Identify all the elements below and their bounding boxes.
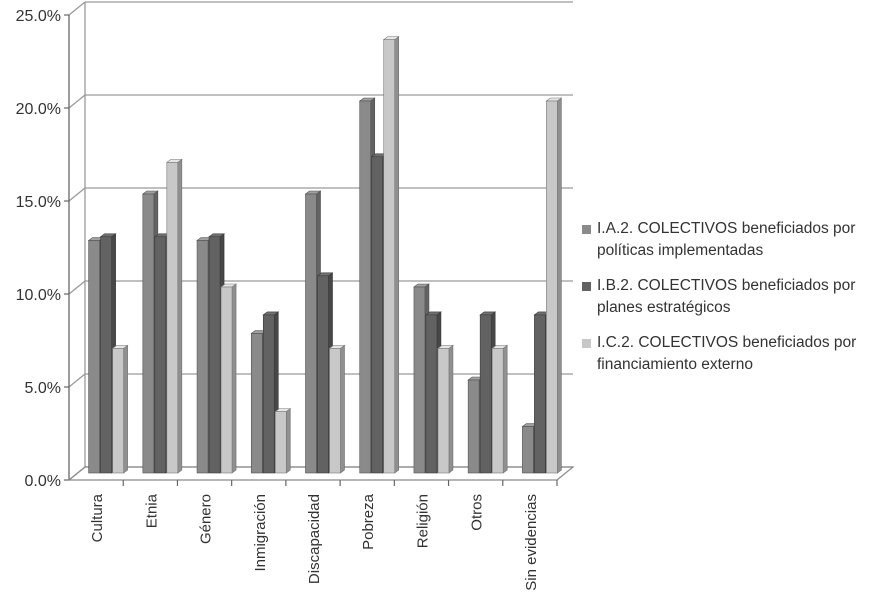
x-tick-label: Discapacidad <box>306 494 323 584</box>
bar-front <box>196 240 209 474</box>
legend-label: I.C.2. COLECTIVOS beneficiados por finan… <box>597 334 857 373</box>
bar <box>165 158 183 474</box>
bar-side <box>123 344 128 474</box>
legend-label: I.A.2. COLECTIVOS beneficiados por polít… <box>597 220 856 259</box>
legend-item: I.A.2. COLECTIVOS beneficiados por polít… <box>582 218 872 262</box>
bar-front <box>154 236 167 474</box>
bar-front <box>220 286 233 474</box>
bar-front <box>262 314 275 474</box>
x-tick-label: Pobreza <box>360 493 377 550</box>
legend-label: I.B.2. COLECTIVOS beneficiados por plane… <box>597 277 856 316</box>
x-tick-label: Sin evidencias <box>523 494 540 591</box>
bar-front <box>250 333 263 474</box>
bar <box>491 344 509 474</box>
gridline-diagonal <box>68 280 86 295</box>
bar-front <box>371 156 384 474</box>
bar-side <box>557 97 562 474</box>
legend-swatch <box>582 282 591 291</box>
bar-side <box>448 344 454 474</box>
bar-front <box>437 348 450 474</box>
x-tick-label: Cultura <box>89 493 106 542</box>
bar <box>437 344 454 474</box>
bar-front <box>491 348 504 474</box>
y-tick-label: 5.0% <box>25 380 61 397</box>
bar-front <box>413 286 426 474</box>
gridline-diagonal <box>68 1 86 16</box>
bar-front <box>425 314 438 474</box>
bar-front <box>479 314 492 474</box>
bar-front <box>359 100 372 474</box>
x-tick-label: Religión <box>414 494 431 548</box>
y-tick-labels: 0.0% 5.0% 10.0% 15.0% 20.0% 25.0% <box>16 8 61 490</box>
x-tick-labels: Cultura Etnia Género Inmigración Discapacida… <box>89 493 540 590</box>
bar <box>274 408 292 474</box>
legend: I.A.2. COLECTIVOS beneficiados por polít… <box>582 218 872 389</box>
bar-front <box>522 426 534 474</box>
bar-front <box>112 348 124 474</box>
bar-front <box>546 100 558 474</box>
bar-front <box>383 39 396 474</box>
bar-front <box>274 411 287 474</box>
x-tick-label: Género <box>198 494 215 544</box>
x-tick-label: Otros <box>469 494 486 531</box>
gridline-diagonal <box>68 187 86 202</box>
bar <box>545 97 563 474</box>
bar-front <box>100 236 112 474</box>
bar-front <box>467 379 480 474</box>
bar-front <box>88 240 100 474</box>
bar-side <box>177 158 183 474</box>
bar <box>328 344 346 474</box>
bar-front <box>317 275 329 474</box>
bar-side <box>502 344 508 474</box>
axes <box>64 14 575 486</box>
y-tick-label: 25.0% <box>16 8 61 25</box>
bars <box>87 36 563 474</box>
x-tick-label: Inmigración <box>252 494 269 572</box>
bar <box>382 36 400 474</box>
y-tick-label: 15.0% <box>16 194 61 211</box>
y-tick-label: 20.0% <box>16 101 61 118</box>
bar <box>111 344 129 474</box>
bar-front <box>329 348 341 474</box>
legend-item: I.B.2. COLECTIVOS beneficiados por plane… <box>582 275 872 319</box>
x-tick-label: Etnia <box>143 493 160 528</box>
y-tick-label: 0.0% <box>25 473 61 490</box>
bar-side <box>340 344 345 474</box>
bar-front <box>305 193 317 474</box>
bar-side <box>231 283 237 474</box>
gridline-diagonal <box>68 373 86 388</box>
bar-front <box>208 236 221 474</box>
bar-front <box>142 193 155 474</box>
bar-side <box>285 408 291 474</box>
legend-swatch <box>582 225 591 234</box>
gridline-diagonal <box>68 94 86 109</box>
y-tick-label: 10.0% <box>16 287 61 304</box>
bar-front <box>534 314 546 474</box>
legend-swatch <box>582 339 591 348</box>
bar <box>220 283 237 474</box>
bar-side <box>394 36 400 474</box>
legend-item: I.C.2. COLECTIVOS beneficiados por finan… <box>582 332 872 376</box>
bar-front <box>166 162 179 474</box>
